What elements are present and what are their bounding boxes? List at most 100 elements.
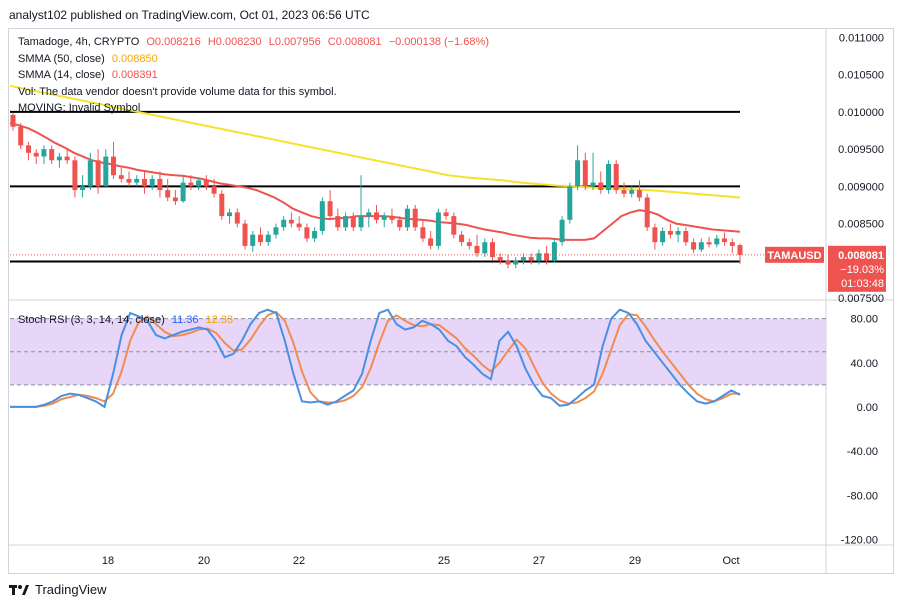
candle-body xyxy=(497,257,503,261)
candle-body xyxy=(188,182,194,187)
candle xyxy=(312,227,318,243)
candle-body xyxy=(126,178,132,183)
candle xyxy=(451,212,457,239)
candle-body xyxy=(343,216,349,228)
time-tick-label: 22 xyxy=(293,555,305,567)
candle-body xyxy=(103,156,109,187)
candle xyxy=(428,231,434,250)
candle xyxy=(381,212,387,228)
candle xyxy=(536,249,542,265)
candle xyxy=(10,113,16,131)
candle-body xyxy=(250,234,256,246)
stoch-d-line xyxy=(10,310,740,408)
candle-body xyxy=(389,216,395,220)
candle xyxy=(497,253,503,265)
candle-body xyxy=(196,180,202,187)
candle-body xyxy=(273,227,279,235)
candle xyxy=(412,204,418,231)
candle-body xyxy=(404,208,410,228)
candle-body xyxy=(536,253,542,261)
candle xyxy=(443,208,449,220)
candle-body xyxy=(80,186,86,190)
candle-body xyxy=(590,182,596,187)
candle xyxy=(629,186,635,198)
candle-body xyxy=(575,160,581,187)
candle-body xyxy=(10,114,16,127)
stoch-legend[interactable]: Stoch RSI (3, 3, 14, 14, close) 11.36 12… xyxy=(18,314,233,326)
price-tick-label: 0.008500 xyxy=(838,219,884,231)
candle xyxy=(234,208,240,228)
candle xyxy=(118,167,124,183)
candle-body xyxy=(118,175,124,179)
sma14-legend[interactable]: SMMA (14, close) 0.008391 xyxy=(18,69,158,81)
candle xyxy=(80,175,86,198)
candle xyxy=(142,171,147,194)
sma14-label: SMMA (14, close) xyxy=(18,69,105,81)
candle xyxy=(180,175,186,203)
candle-body xyxy=(520,257,526,261)
candle-body xyxy=(412,208,418,228)
candle xyxy=(242,219,248,250)
candle-body xyxy=(691,242,697,250)
price-tag: 0.008081 −19.03% 01:03:48 xyxy=(828,245,886,292)
candle xyxy=(18,123,24,150)
high-value: H0.008230 xyxy=(207,36,262,48)
candle-body xyxy=(203,180,209,187)
price-tick-label: 0.007500 xyxy=(838,293,884,305)
candle-body xyxy=(482,242,488,254)
candle-body xyxy=(606,164,611,191)
candle-body xyxy=(219,193,225,217)
candle-body xyxy=(350,216,356,228)
candle-body xyxy=(87,160,93,187)
candle-body xyxy=(490,242,495,258)
candle-body xyxy=(211,186,217,194)
candle xyxy=(87,152,93,191)
candle-body xyxy=(443,212,449,217)
candle xyxy=(319,197,325,235)
candle xyxy=(490,238,495,261)
candle xyxy=(474,234,480,258)
low-value: L0.007956 xyxy=(268,36,321,48)
candle-body xyxy=(729,242,735,246)
candle xyxy=(49,145,55,164)
price-tick-label: 0.009000 xyxy=(838,181,884,193)
candle-body xyxy=(95,160,101,187)
candle xyxy=(219,190,225,220)
volume-note: Vol: The data vendor doesn't provide vol… xyxy=(18,86,337,98)
candle-body xyxy=(435,212,441,246)
sma50-legend[interactable]: SMMA (50, close) 0.008850 xyxy=(18,53,158,65)
candle-body xyxy=(319,201,325,231)
candle xyxy=(706,236,712,248)
candle-body xyxy=(598,182,604,190)
candle xyxy=(528,253,534,265)
candle xyxy=(374,204,379,224)
candle xyxy=(598,171,604,194)
candle xyxy=(652,223,658,250)
price-tag-countdown: 01:03:48 xyxy=(841,278,884,290)
candle xyxy=(714,234,720,248)
candle-body xyxy=(644,197,650,228)
stoch-k-value: 11.36 xyxy=(171,314,199,326)
stoch-tick-label: 40.00 xyxy=(850,358,878,370)
stoch-tick-label: -80.00 xyxy=(847,490,878,502)
candle xyxy=(335,208,341,231)
candle-body xyxy=(629,190,635,194)
candle-body xyxy=(26,145,31,153)
candle-body xyxy=(397,219,403,228)
candle xyxy=(258,227,263,246)
time-tick-label: 18 xyxy=(102,555,114,567)
candle xyxy=(551,238,557,263)
price-tag-box xyxy=(828,245,886,292)
candle-body xyxy=(698,242,704,250)
candle xyxy=(103,149,109,187)
tradingview-logo[interactable]: TradingView xyxy=(9,582,107,597)
candle xyxy=(56,152,62,168)
time-tick-label: Oct xyxy=(722,555,739,567)
candle-body xyxy=(281,219,287,228)
candle-body xyxy=(366,212,372,217)
candle-body xyxy=(335,216,341,228)
candle-body xyxy=(41,149,47,157)
candle-body xyxy=(737,245,743,255)
symbol-label: Tamadoge, 4h, CRYPTO xyxy=(18,36,140,48)
